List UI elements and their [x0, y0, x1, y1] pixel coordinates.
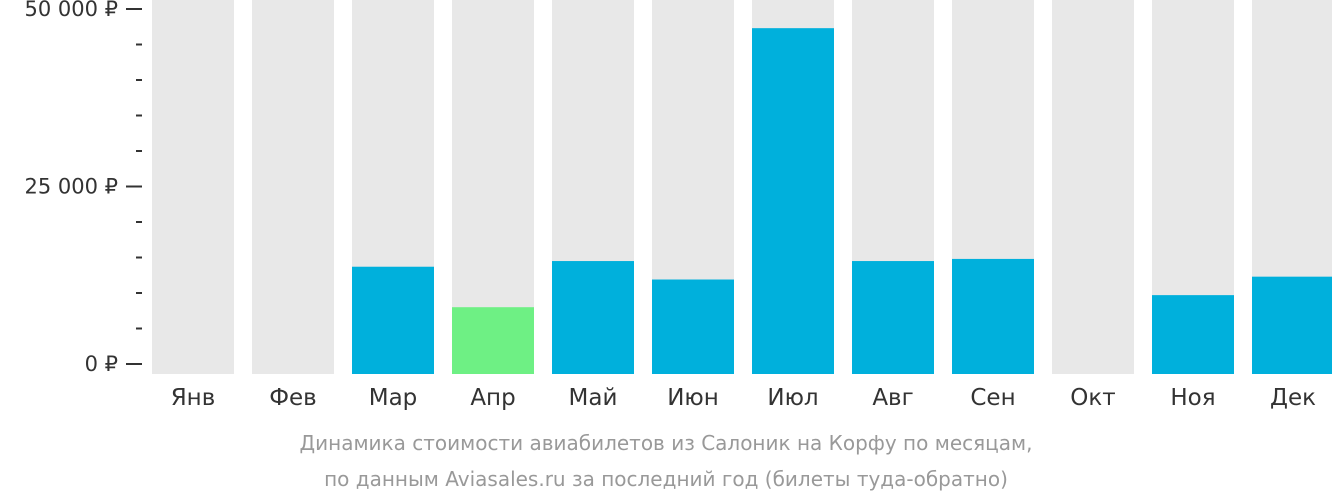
price-bar[interactable] — [652, 279, 734, 374]
month-column-background — [1052, 0, 1134, 374]
y-axis: 0 ₽ 25 000 ₽ 50 000 ₽ — [24, 0, 142, 376]
chart-caption-line-1: Динамика стоимости авиабилетов из Салони… — [299, 431, 1033, 455]
x-tick-label: Авг — [872, 385, 913, 411]
x-tick-label: Июл — [767, 385, 818, 411]
price-bar[interactable] — [352, 266, 434, 374]
price-bar[interactable] — [952, 258, 1034, 374]
x-axis-labels: Янв Фев Мар Апр Май Июн Июл Авг Сен Окт Ноя Дек — [171, 385, 1316, 411]
chart-caption-line-2: по данным Aviasales.ru за последний год … — [324, 467, 1008, 491]
price-bar[interactable] — [552, 261, 634, 374]
x-tick-label: Май — [569, 385, 618, 411]
price-bar[interactable] — [1252, 276, 1332, 374]
y-tick-label: 25 000 ₽ — [24, 175, 118, 199]
x-tick-label: Окт — [1070, 385, 1115, 411]
month-column-background — [252, 0, 334, 374]
x-tick-label: Дек — [1270, 385, 1316, 411]
x-tick-label: Июн — [667, 385, 719, 411]
price-bar[interactable] — [452, 307, 534, 374]
y-tick-label: 0 ₽ — [85, 352, 118, 376]
month-column-background — [152, 0, 234, 374]
price-bar[interactable] — [752, 28, 834, 374]
x-tick-label: Фев — [269, 385, 317, 411]
y-tick-label: 50 000 ₽ — [24, 0, 118, 21]
x-tick-label: Ноя — [1170, 385, 1215, 411]
price-bar[interactable] — [852, 261, 934, 374]
month-columns — [152, 0, 1332, 374]
x-tick-label: Мар — [369, 385, 418, 411]
price-bar[interactable] — [1152, 295, 1234, 374]
x-tick-label: Сен — [970, 385, 1015, 411]
x-tick-label: Апр — [470, 385, 515, 411]
x-tick-label: Янв — [171, 385, 216, 411]
